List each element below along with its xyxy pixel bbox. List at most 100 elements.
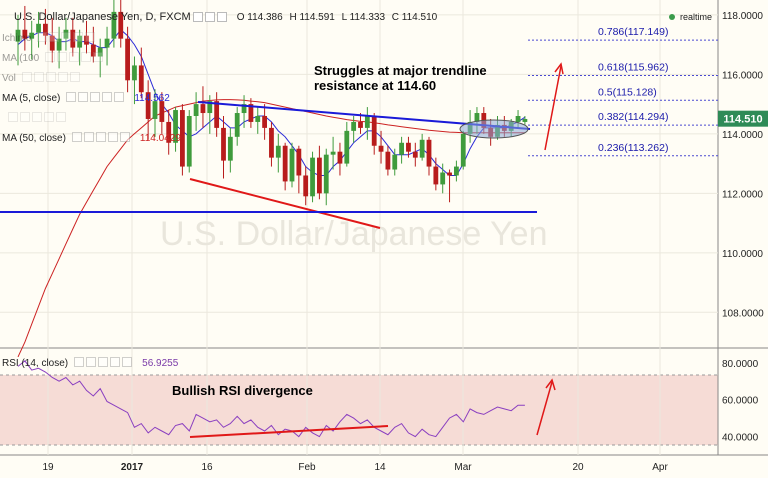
indicator-controls[interactable] <box>21 72 82 85</box>
realtime-dot-icon <box>668 14 675 20</box>
rsi-controls[interactable] <box>74 357 134 370</box>
candle-body-49 <box>351 121 357 131</box>
time-axis-ticks: 19 2017 16 Feb 14 Mar 20 Apr <box>42 462 668 473</box>
rsi-legend[interactable]: RSI (14, close) 56.9255 <box>2 357 178 370</box>
price-tick-5: 108.0000 <box>722 308 764 319</box>
ohlc-close: C 114.510 <box>391 11 438 23</box>
trendline-annotation[interactable]: Struggles at major trendline resistance … <box>314 63 487 93</box>
fib-label-3: 0.382(114.294) <box>598 111 668 123</box>
candle-body-33 <box>241 104 247 114</box>
candle-body-9 <box>77 35 83 48</box>
ohlc-readout: O 114.386 H 114.591 L 114.333 C 114.510 <box>233 12 438 23</box>
candle-body-47 <box>337 151 343 164</box>
fib-label-2: 0.5(115.128) <box>598 86 657 98</box>
chart-header: U.S. Dollar/Japanese Yen, D, FXCM O 114.… <box>0 9 437 25</box>
candle-body-23 <box>173 110 178 143</box>
indicator-row-5[interactable]: MA (50, close) 114.0429 <box>2 132 181 145</box>
realtime-status: realtime <box>668 12 712 22</box>
candle-body-44 <box>317 157 322 194</box>
indicator-value: 114.0429 <box>139 133 181 144</box>
indicator-label: Vol <box>2 73 16 84</box>
price-tick-4: 110.0000 <box>722 249 763 260</box>
price-pane[interactable] <box>0 0 718 348</box>
indicator-row-2[interactable]: Vol <box>2 72 82 85</box>
candle-body-3 <box>36 23 41 33</box>
candle-body-30 <box>221 127 226 161</box>
candle-body-21 <box>159 101 165 122</box>
price-tick-3: 112.0000 <box>722 189 763 200</box>
bullish-arrow-rsi-head <box>545 378 556 391</box>
ohlc-open: O 114.386 <box>236 11 283 23</box>
candle-body-73 <box>515 116 521 122</box>
fib-levels: 0.786(117.149) 0.618(115.962) 0.5(115.128)… <box>528 26 718 157</box>
indicator-row-4[interactable] <box>2 112 68 125</box>
candle-body-55 <box>392 154 398 170</box>
candle-body-41 <box>296 148 302 176</box>
candle-body-13 <box>104 38 110 48</box>
bullish-arrow-rsi[interactable] <box>536 381 553 436</box>
candle-body-24 <box>180 110 185 167</box>
candle-body-65 <box>460 133 466 167</box>
indicator-controls[interactable] <box>8 112 68 125</box>
candle-body-37 <box>269 127 274 158</box>
ohlc-low: L 114.333 <box>341 11 386 23</box>
candle-body-2 <box>29 32 35 39</box>
bullish-arrow-price[interactable] <box>544 65 562 151</box>
candle-body-59 <box>419 139 425 158</box>
candle-body-5 <box>49 35 55 51</box>
resistance-highlight-ellipse[interactable] <box>459 119 529 139</box>
header-hide-icon[interactable] <box>216 12 227 22</box>
rsi-label: RSI (14, close) <box>2 358 69 369</box>
header-settings-icon[interactable] <box>192 12 203 22</box>
fib-label-0: 0.786(117.149) <box>598 26 668 38</box>
fib-label-1: 0.618(115.962) <box>598 61 668 73</box>
indicator-row-3[interactable]: MA (5, close) 114.562 <box>2 92 170 105</box>
candle-body-6 <box>56 38 62 51</box>
indicator-controls[interactable] <box>66 92 126 105</box>
candle-body-31 <box>227 136 233 161</box>
candle-body-57 <box>406 142 411 152</box>
time-tick-7: Apr <box>652 462 668 473</box>
rsi-series <box>17 360 525 438</box>
time-tick-4: 14 <box>374 462 386 473</box>
grid <box>0 0 718 455</box>
candle-body-38 <box>275 145 281 158</box>
price-axis[interactable] <box>718 0 768 478</box>
candle-body-54 <box>385 151 391 170</box>
candle-body-29 <box>214 101 220 128</box>
candle-body-67 <box>474 113 480 122</box>
indicator-row-0[interactable]: Ichimo <box>2 32 97 45</box>
candle-body-48 <box>344 130 350 164</box>
rsi-divergence-line[interactable] <box>189 425 389 438</box>
rsi-tick-1: 60.0000 <box>722 396 759 407</box>
rsi-tick-2: 40.0000 <box>722 433 759 444</box>
rsi-band <box>0 375 718 445</box>
candle-body-15 <box>118 11 124 39</box>
ma50-polyline <box>17 99 525 358</box>
rsi-annotation[interactable]: Bullish RSI divergence <box>172 383 313 398</box>
candle-body-22 <box>166 121 172 143</box>
candle-body-26 <box>193 104 199 116</box>
candle-body-51 <box>364 116 370 128</box>
indicator-row-1[interactable]: MA (100 <box>2 52 105 65</box>
candle-body-63 <box>447 172 452 176</box>
rsi-value: 56.9255 <box>142 358 179 369</box>
lower-trendline[interactable] <box>189 178 381 229</box>
indicator-controls[interactable] <box>71 132 132 145</box>
candle-body-74 <box>522 118 528 122</box>
candle-body-46 <box>330 151 336 155</box>
candle-body-11 <box>90 44 96 57</box>
indicator-controls[interactable] <box>37 32 97 45</box>
current-price-label: 114.510 <box>723 114 762 126</box>
header-format-icon[interactable] <box>204 12 215 22</box>
candle-body-53 <box>378 145 384 152</box>
indicator-controls[interactable] <box>45 52 105 65</box>
candle-body-56 <box>399 142 404 155</box>
candle-body-12 <box>97 47 103 57</box>
rsi-tick-0: 80.0000 <box>722 359 759 370</box>
time-tick-0: 19 <box>42 462 54 473</box>
symbol-title[interactable]: U.S. Dollar/Japanese Yen, D, FXCM <box>14 11 191 23</box>
candle-body-62 <box>440 172 446 185</box>
candle-body-39 <box>282 145 288 182</box>
